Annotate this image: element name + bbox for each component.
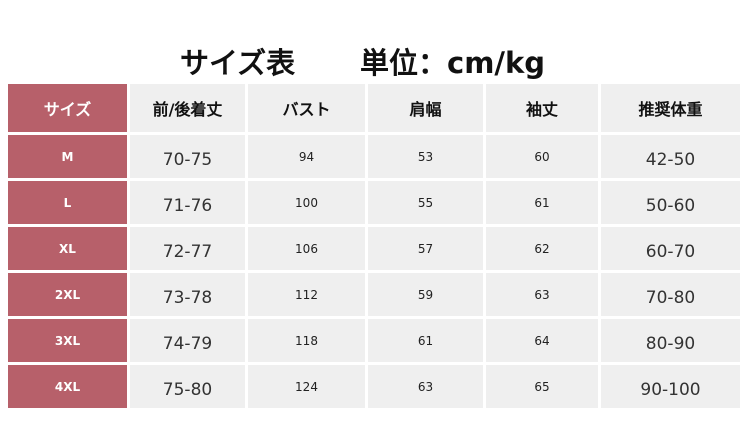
header-length: 前/後着丈 [130,84,245,132]
cell-sleeve: 61 [486,181,598,224]
cell-size: M [8,135,127,178]
cell-shoulder: 61 [368,319,483,362]
cell-bust: 106 [248,227,365,270]
cell-size: L [8,181,127,224]
cell-sleeve: 60 [486,135,598,178]
cell-size: XL [8,227,127,270]
cell-length: 74-79 [130,319,245,362]
header-size: サイズ [8,84,127,132]
cell-sleeve: 63 [486,273,598,316]
cell-length: 70-75 [130,135,245,178]
cell-size: 3XL [8,319,127,362]
cell-bust: 100 [248,181,365,224]
cell-bust: 112 [248,273,365,316]
page-title: サイズ表 [180,46,296,80]
header-shoulder: 肩幅 [368,84,483,132]
size-table: サイズ 前/後着丈 バスト 肩幅 袖丈 推奨体重 M 70-75 94 53 60 42-50 L 71-… [8,84,740,408]
cell-length: 72-77 [130,227,245,270]
cell-weight: 50-60 [601,181,740,224]
header-weight: 推奨体重 [601,84,740,132]
cell-shoulder: 63 [368,365,483,408]
cell-weight: 70-80 [601,273,740,316]
cell-length: 75-80 [130,365,245,408]
cell-sleeve: 64 [486,319,598,362]
cell-weight: 80-90 [601,319,740,362]
chart-title: サイズ表 単位：cm/kg [0,40,750,80]
header-sleeve: 袖丈 [486,84,598,132]
cell-length: 71-76 [130,181,245,224]
cell-sleeve: 62 [486,227,598,270]
cell-bust: 94 [248,135,365,178]
cell-bust: 124 [248,365,365,408]
cell-shoulder: 55 [368,181,483,224]
cell-shoulder: 53 [368,135,483,178]
cell-size: 2XL [8,273,127,316]
cell-shoulder: 59 [368,273,483,316]
header-bust: バスト [248,84,365,132]
cell-weight: 42-50 [601,135,740,178]
cell-weight: 60-70 [601,227,740,270]
cell-sleeve: 65 [486,365,598,408]
cell-length: 73-78 [130,273,245,316]
cell-shoulder: 57 [368,227,483,270]
unit-label: 単位：cm/kg [360,46,546,80]
cell-bust: 118 [248,319,365,362]
cell-weight: 90-100 [601,365,740,408]
cell-size: 4XL [8,365,127,408]
